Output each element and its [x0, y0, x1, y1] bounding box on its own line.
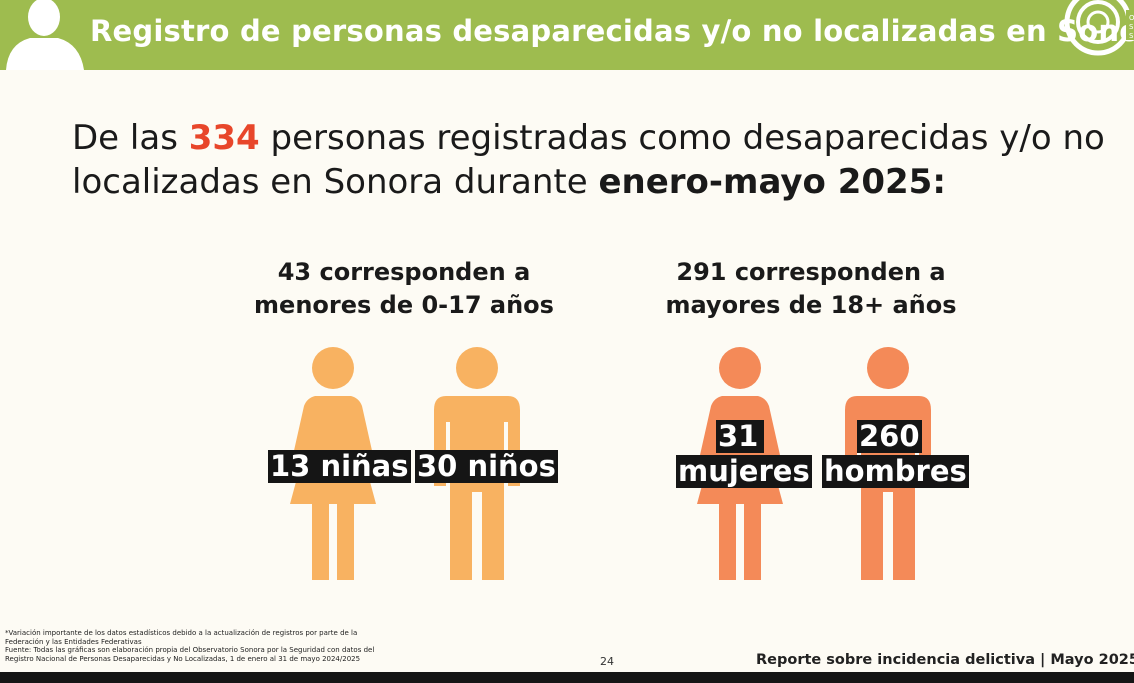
source-footnote: *Variación importante de los datos estad… [5, 629, 435, 663]
report-title: Reporte sobre incidencia delictiva | May… [756, 652, 1134, 668]
minors-label-line1: 43 corresponden a [277, 258, 531, 286]
women-count-number: 31 [716, 420, 765, 453]
headline-text: De las 334 personas registradas como des… [72, 116, 1112, 204]
women-count-label: mujeres [676, 454, 812, 488]
headline-part1: De las [72, 118, 189, 158]
footnote-line4: Registro Nacional de Personas Desapareci… [5, 654, 361, 663]
observatorio-logo: O S S [1064, 0, 1134, 56]
girls-count-label: 13 niñas [268, 449, 411, 483]
headline-period: enero-mayo 2025: [598, 162, 946, 202]
footnote-line1: *Variación importante de los datos estad… [5, 629, 358, 637]
minors-group-label: 43 corresponden a menores de 0-17 años [234, 256, 574, 322]
adults-label-line2: mayores de 18+ años [665, 291, 957, 319]
minors-label-line2: menores de 0-17 años [254, 291, 554, 319]
svg-text:S: S [1129, 23, 1134, 31]
adults-label-line1: 291 corresponden a [676, 258, 946, 286]
headline-total-number: 334 [188, 118, 260, 158]
female-figure-icon [290, 347, 376, 580]
header-title: Registro de personas desaparecidas y/o n… [90, 14, 1134, 48]
person-silhouette-icon [6, 0, 84, 70]
page-number: 24 [600, 655, 614, 668]
bottom-bar [0, 672, 1134, 683]
boys-count-label: 30 niños [415, 449, 558, 483]
svg-text:O: O [1129, 14, 1134, 22]
header-bar: Registro de personas desaparecidas y/o n… [0, 0, 1134, 70]
headline-part2: personas registradas como desaparecidas … [72, 118, 1105, 202]
svg-text:S: S [1129, 32, 1134, 40]
men-count-number: 260 [857, 419, 922, 453]
footnote-line3: Fuente: Todas las gráficas son elaboraci… [5, 646, 375, 654]
men-count-label: hombres [822, 454, 969, 488]
footnote-line2: Federación y las Entidades Federativas [5, 637, 142, 646]
adults-group-label: 291 corresponden a mayores de 18+ años [641, 256, 981, 322]
male-figure-icon [434, 347, 520, 580]
